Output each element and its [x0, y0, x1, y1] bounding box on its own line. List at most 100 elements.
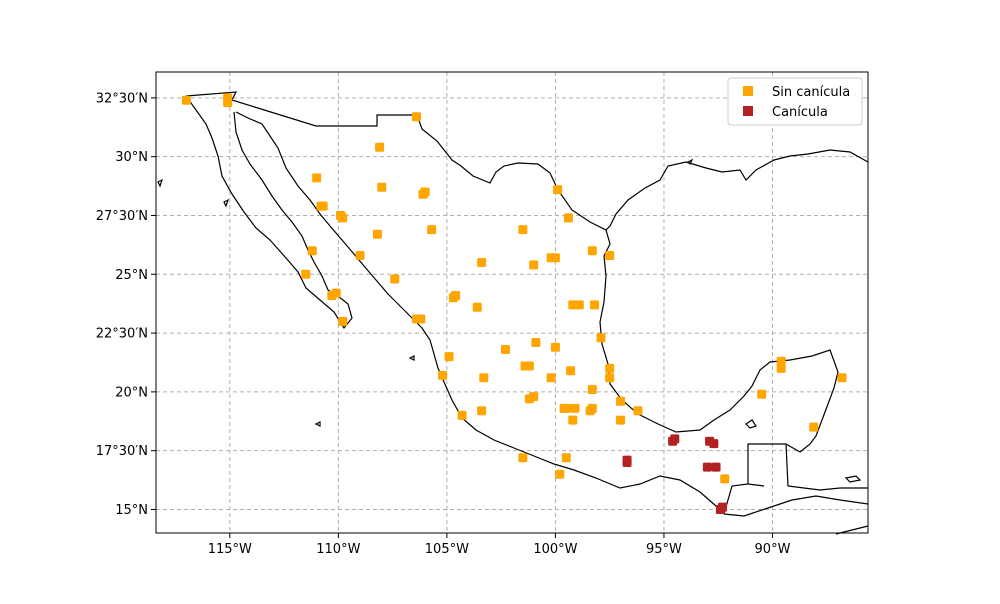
- point-sin-canicula: [720, 474, 730, 484]
- point-sin-canicula: [776, 363, 786, 373]
- point-sin-canicula: [427, 225, 437, 235]
- point-sin-canicula: [809, 422, 819, 432]
- point-sin-canicula: [587, 246, 597, 256]
- point-sin-canicula: [757, 389, 767, 399]
- point-sin-canicula: [837, 373, 847, 383]
- point-sin-canicula: [550, 342, 560, 352]
- legend-label-canicula: Canícula: [772, 105, 828, 120]
- point-sin-canicula: [616, 415, 626, 425]
- point-sin-canicula: [451, 290, 461, 300]
- x-tick-label: 110°W: [316, 542, 360, 557]
- point-sin-canicula: [411, 112, 421, 122]
- x-tick-label: 100°W: [533, 542, 577, 557]
- point-sin-canicula: [585, 406, 595, 416]
- point-sin-canicula: [477, 258, 487, 268]
- point-sin-canicula: [223, 98, 233, 108]
- latitude-ticks: 32°30′N 30°N 27°30′N 25°N 22°30′N 20°N 17°30′N…: [96, 91, 156, 518]
- point-canicula: [702, 462, 712, 472]
- point-sin-canicula: [566, 366, 576, 376]
- gridlines: [156, 72, 868, 533]
- coastlines-and-borders: [157, 91, 869, 535]
- point-sin-canicula: [418, 189, 428, 199]
- point-sin-canicula: [477, 406, 487, 416]
- point-sin-canicula: [589, 300, 599, 310]
- longitude-ticks: 115°W 110°W 105°W 100°W 95°W 90°W: [208, 533, 791, 557]
- point-sin-canicula: [568, 415, 578, 425]
- point-sin-canicula: [563, 213, 573, 223]
- country-borders: [723, 443, 868, 515]
- point-sin-canicula: [338, 316, 348, 326]
- point-sin-canicula: [472, 302, 482, 312]
- point-sin-canicula: [570, 403, 580, 413]
- point-sin-canicula: [444, 352, 454, 362]
- point-sin-canicula: [318, 201, 328, 211]
- point-sin-canicula: [616, 396, 626, 406]
- point-sin-canicula: [312, 173, 322, 183]
- point-sin-canicula: [416, 314, 426, 324]
- point-sin-canicula: [531, 337, 541, 347]
- point-sin-canicula: [553, 185, 563, 195]
- point-canicula: [668, 436, 678, 446]
- station-points: [181, 93, 847, 514]
- point-sin-canicula: [574, 300, 584, 310]
- x-tick-label: 105°W: [425, 542, 469, 557]
- point-sin-canicula: [605, 373, 615, 383]
- point-sin-canicula: [338, 213, 348, 223]
- point-sin-canicula: [390, 274, 400, 284]
- legend-label-sin-canicula: Sin canícula: [772, 85, 850, 100]
- point-sin-canicula: [550, 253, 560, 263]
- point-canicula: [709, 439, 719, 449]
- point-sin-canicula: [500, 345, 510, 355]
- point-sin-canicula: [301, 269, 311, 279]
- y-tick-label: 22°30′N: [96, 327, 148, 342]
- y-tick-label: 27°30′N: [96, 209, 148, 224]
- mexico-coastline: [185, 91, 869, 515]
- point-sin-canicula: [561, 453, 571, 463]
- point-sin-canicula: [633, 406, 643, 416]
- point-sin-canicula: [518, 225, 528, 235]
- x-tick-label: 95°W: [646, 542, 682, 557]
- point-sin-canicula: [559, 403, 569, 413]
- point-sin-canicula: [327, 290, 337, 300]
- point-sin-canicula: [181, 95, 191, 105]
- islands: [157, 158, 862, 483]
- y-tick-label: 32°30′N: [96, 91, 148, 106]
- point-sin-canicula: [776, 356, 786, 366]
- x-tick-label: 90°W: [755, 542, 791, 557]
- point-sin-canicula: [457, 410, 467, 420]
- map-frame: [155, 71, 869, 534]
- y-tick-label: 30°N: [115, 150, 148, 165]
- point-sin-canicula: [605, 363, 615, 373]
- y-tick-label: 20°N: [115, 385, 148, 400]
- point-sin-canicula: [355, 250, 365, 260]
- point-sin-canicula: [372, 229, 382, 239]
- legend-swatch-sin-canicula: [743, 86, 753, 96]
- point-sin-canicula: [479, 373, 489, 383]
- point-sin-canicula: [438, 370, 448, 380]
- point-sin-canicula: [524, 394, 534, 404]
- legend: Sin canícula Canícula: [727, 77, 863, 126]
- point-sin-canicula: [596, 333, 606, 343]
- point-sin-canicula: [555, 469, 565, 479]
- legend-box: [727, 77, 863, 126]
- legend-swatch-canicula: [743, 106, 753, 116]
- point-canicula: [711, 462, 721, 472]
- point-canicula: [715, 504, 725, 514]
- point-sin-canicula: [518, 453, 528, 463]
- central-america-coast: [723, 495, 869, 535]
- point-sin-canicula: [587, 385, 597, 395]
- y-tick-label: 25°N: [115, 268, 148, 283]
- y-tick-label: 15°N: [115, 503, 148, 518]
- point-sin-canicula: [524, 361, 534, 371]
- y-tick-label: 17°30′N: [96, 444, 148, 459]
- point-sin-canicula: [605, 250, 615, 260]
- point-canicula: [622, 457, 632, 467]
- point-sin-canicula: [529, 260, 539, 270]
- point-sin-canicula: [375, 142, 385, 152]
- x-tick-label: 115°W: [208, 542, 252, 557]
- point-sin-canicula: [546, 373, 556, 383]
- point-sin-canicula: [307, 246, 317, 256]
- point-sin-canicula: [377, 182, 387, 192]
